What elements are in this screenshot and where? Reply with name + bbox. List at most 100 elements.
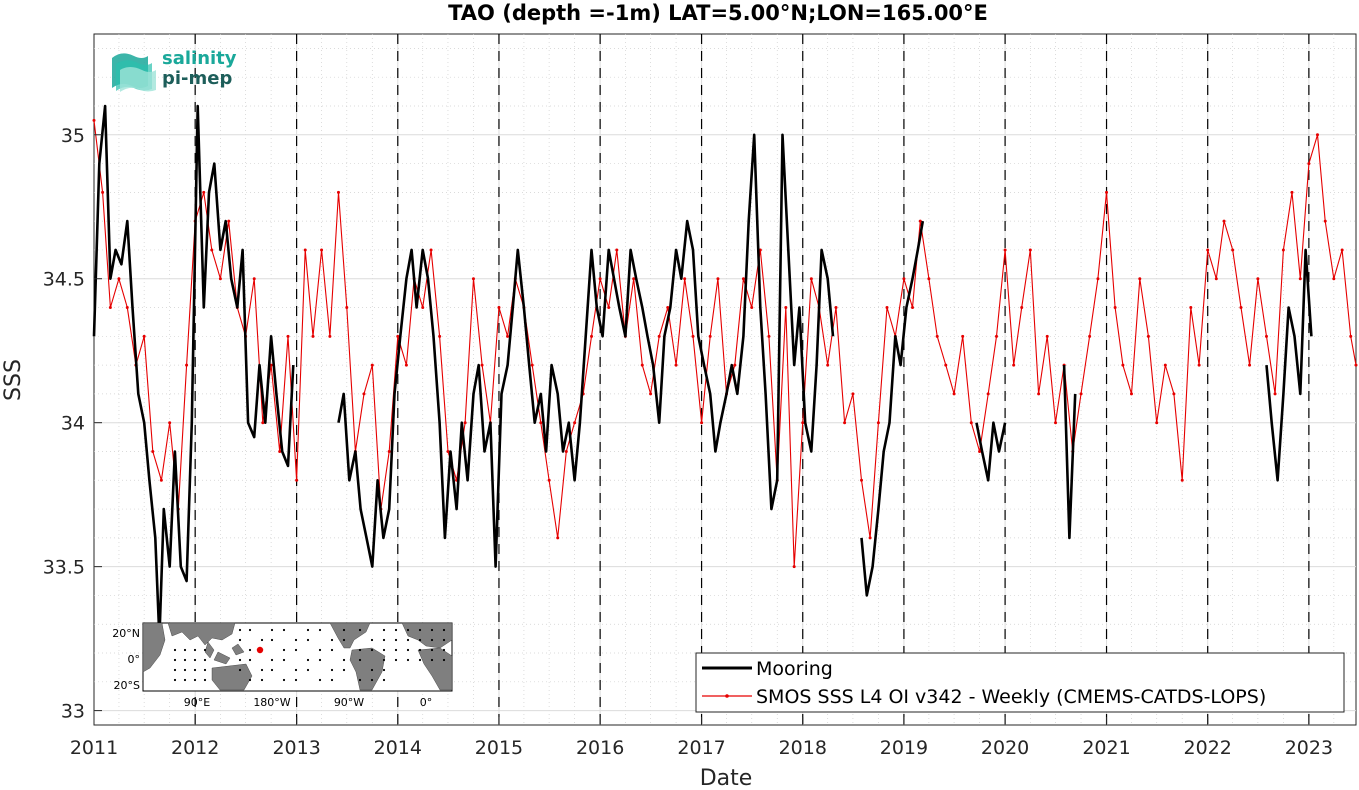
smos-data-point <box>708 334 712 338</box>
inset-mooring-dot <box>203 658 207 662</box>
smos-data-point <box>885 306 889 310</box>
inset-mooring-dot <box>442 638 446 642</box>
inset-mooring-dot <box>318 648 322 652</box>
inset-mooring-dot <box>418 638 422 642</box>
smos-data-point <box>480 363 484 367</box>
smos-data-point <box>902 277 906 281</box>
inset-mooring-dot <box>306 658 310 662</box>
inset-mooring-dot <box>173 658 177 662</box>
inset-mooring-dot <box>394 648 398 652</box>
inset-lon-90w: 90°W <box>334 696 364 709</box>
inset-mooring-dot <box>248 648 252 652</box>
inset-lon-90e: 90°E <box>184 696 210 709</box>
smos-data-point <box>202 190 206 194</box>
smos-data-point <box>185 363 189 367</box>
smos-data-point <box>261 421 265 425</box>
legend-smos-marker <box>725 694 729 698</box>
inset-mooring-dot <box>238 658 242 662</box>
smos-data-point <box>92 118 96 122</box>
smos-data-point <box>978 449 982 453</box>
inset-mooring-dot <box>394 638 398 642</box>
inset-mooring-dot <box>358 648 362 652</box>
inset-mooring-dot <box>193 648 197 652</box>
smos-data-point <box>497 306 501 310</box>
inset-mooring-dot <box>238 668 242 672</box>
smos-data-point <box>227 219 231 223</box>
inset-mooring-dot <box>406 628 410 632</box>
inset-mooring-dot <box>306 628 310 632</box>
smos-data-point <box>801 421 805 425</box>
smos-data-point <box>438 334 442 338</box>
inset-mooring-dot <box>342 628 346 632</box>
inset-mooring-dot <box>418 648 422 652</box>
inset-mooring-dot <box>382 678 386 682</box>
smos-data-point <box>826 363 830 367</box>
inset-mooring-dot <box>294 648 298 652</box>
smos-data-point <box>421 306 425 310</box>
smos-data-point <box>767 334 771 338</box>
inset-mooring-dot <box>270 658 274 662</box>
smos-data-point <box>1146 334 1150 338</box>
smos-data-point <box>961 334 965 338</box>
y-tick-label: 34 <box>61 413 85 435</box>
x-tick-label: 2014 <box>374 737 422 759</box>
smos-data-point <box>404 363 408 367</box>
smos-data-point <box>792 565 796 569</box>
inset-mooring-dot <box>330 648 334 652</box>
smos-data-point <box>151 449 155 453</box>
smos-data-point <box>471 277 475 281</box>
smos-data-point <box>834 306 838 310</box>
smos-data-point <box>1028 248 1032 252</box>
smos-data-point <box>108 306 112 310</box>
smos-data-point <box>210 248 214 252</box>
smos-data-point <box>1231 248 1235 252</box>
smos-data-point <box>911 306 915 310</box>
mooring-series-segment <box>860 220 925 597</box>
smos-data-point <box>117 277 121 281</box>
inset-mooring-dot <box>173 678 177 682</box>
inset-mooring-dot <box>183 668 187 672</box>
inset-mooring-dots <box>173 628 446 682</box>
inset-mooring-dot <box>306 668 310 672</box>
legend-box <box>695 652 1345 713</box>
smos-data-point <box>1332 277 1336 281</box>
smos-data-point <box>1088 334 1092 338</box>
smos-data-point <box>1256 277 1260 281</box>
chart-title: TAO (depth =-1m) LAT=5.00°N;LON=165.00°E <box>448 1 988 25</box>
inset-lat-0: 0° <box>128 653 141 666</box>
smos-data-point <box>252 277 256 281</box>
y-tick-label: 33 <box>61 701 85 723</box>
x-tick-label: 2022 <box>1184 737 1232 759</box>
y-axis-ticks: 33 33.5 34 34.5 35 <box>43 125 102 723</box>
smos-data-point <box>1340 248 1344 252</box>
smos-data-point <box>564 449 568 453</box>
inset-map: 20°N 0° 20°S 90°E 180°W 90°W 0° <box>112 622 453 709</box>
mooring-series-segment <box>1062 365 1077 540</box>
smos-data-point <box>1079 392 1083 396</box>
logo-wave-icon <box>112 53 156 92</box>
smos-data-point <box>370 363 374 367</box>
smos-data-point <box>1239 306 1243 310</box>
smos-data-point <box>666 306 670 310</box>
x-axis-label: Date <box>700 766 753 790</box>
inset-mooring-dot <box>260 668 264 672</box>
smos-data-point <box>1155 421 1159 425</box>
smos-data-point <box>1096 277 1100 281</box>
smos-data-point <box>986 392 990 396</box>
smos-data-point <box>1037 392 1041 396</box>
smos-data-point <box>750 306 754 310</box>
smos-data-point <box>632 277 636 281</box>
x-tick-label: 2020 <box>981 737 1029 759</box>
smos-data-point <box>700 421 704 425</box>
inset-mooring-dot <box>173 648 177 652</box>
inset-mooring-dot <box>342 658 346 662</box>
smos-data-point <box>969 421 973 425</box>
mooring-series-segment <box>975 421 1007 482</box>
smos-data-point <box>1248 363 1252 367</box>
inset-mooring-dot <box>442 658 446 662</box>
inset-mooring-dot <box>248 628 252 632</box>
smos-data-point <box>994 334 998 338</box>
smos-data-point <box>556 536 560 540</box>
inset-mooring-dot <box>394 658 398 662</box>
inset-mooring-dot <box>406 638 410 642</box>
